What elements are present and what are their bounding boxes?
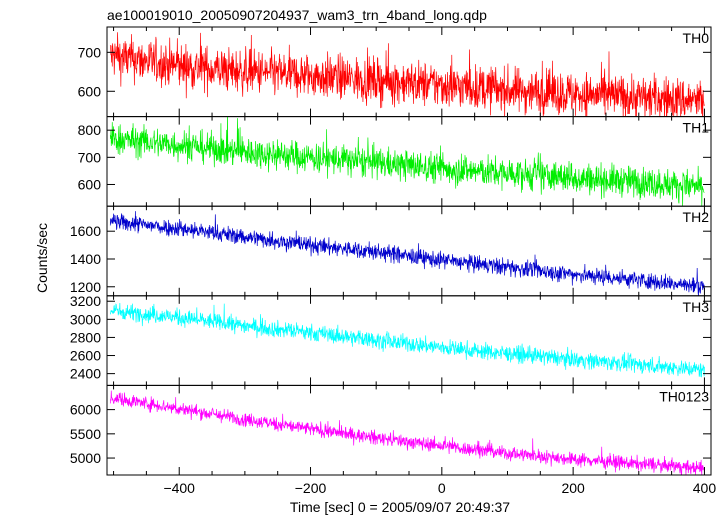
- panel-label: TH1: [683, 120, 710, 136]
- y-axis-label: Counts/sec: [34, 223, 50, 293]
- panel-th1: TH1 600 700 800: [78, 116, 712, 207]
- y-tick-label: 700: [78, 149, 102, 165]
- y-tick-label: 1400: [70, 251, 101, 267]
- series-line-th0: [109, 32, 705, 117]
- x-tick-label: 400: [693, 480, 717, 496]
- y-tick-label: 2800: [70, 329, 101, 345]
- y-tick-label: 3200: [70, 293, 101, 309]
- panel-th3: TH3 2400 2600 2800 3000 3200: [70, 293, 712, 386]
- series-line-th2: [109, 211, 705, 296]
- y-tick-label: 1200: [70, 279, 101, 295]
- panel-label: TH0123: [659, 388, 709, 404]
- y-tick-label: 700: [78, 44, 102, 60]
- y-tick-label: 3000: [70, 311, 101, 327]
- series-line-th3: [109, 302, 705, 378]
- panel-th2: TH2 1200 1400 1600: [70, 205, 712, 297]
- series-line-th1: [109, 116, 705, 207]
- x-tick-label: 200: [561, 480, 585, 496]
- x-tick-label: 0: [438, 480, 446, 496]
- y-tick-label: 800: [78, 122, 102, 138]
- panel-th0: TH0 600 700: [78, 26, 712, 118]
- panels-group: TH0 600 700 TH1 600 700 800 TH2 1200 1400 1600 TH3 2…: [70, 26, 717, 496]
- panel-label: TH2: [683, 209, 710, 225]
- y-tick-label: 6000: [70, 402, 101, 418]
- y-tick-label: 2600: [70, 348, 101, 364]
- y-tick-label: 600: [78, 176, 102, 192]
- y-tick-label: 1600: [70, 223, 101, 239]
- chart-title: ae100019010_20050907204937_wam3_trn_4ban…: [107, 7, 487, 23]
- y-tick-label: 2400: [70, 366, 101, 382]
- panel-label: TH3: [683, 299, 710, 315]
- y-tick-label: 5000: [70, 450, 101, 466]
- panel-th0123: TH0123 5000 5500 6000: [70, 384, 712, 476]
- x-axis-label: Time [sec] 0 = 2005/09/07 20:49:37: [290, 499, 510, 515]
- panel-frame: [106, 26, 712, 118]
- series-line-th0123: [109, 390, 705, 475]
- y-tick-label: 5500: [70, 426, 101, 442]
- x-tick-label: −200: [295, 480, 327, 496]
- panel-label: TH0: [683, 30, 710, 46]
- x-tick-label: −400: [163, 480, 195, 496]
- y-tick-label: 600: [78, 83, 102, 99]
